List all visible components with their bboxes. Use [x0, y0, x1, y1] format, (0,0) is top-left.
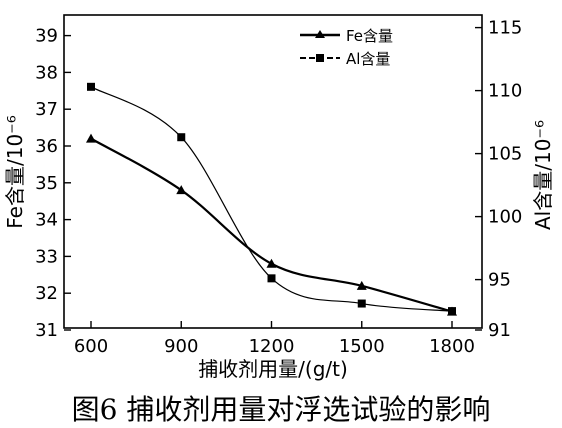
left-tick-label: 39	[35, 26, 58, 47]
x-tick-label: 600	[74, 336, 108, 357]
fe-data-point	[356, 280, 367, 290]
left-tick-label: 31	[35, 320, 58, 341]
al-data-point	[177, 133, 186, 142]
al-series-line	[90, 86, 453, 312]
fe-data-point	[176, 185, 187, 195]
bottom-axis-ticks: 600 900 1200 1500 1800	[74, 321, 475, 357]
al-data-point	[357, 299, 366, 308]
left-axis-title: Fe含量/10⁻⁶	[3, 115, 27, 228]
series-layer	[86, 82, 457, 316]
legend-al-marker	[316, 54, 324, 62]
left-tick-label: 33	[35, 246, 58, 267]
legend-fe-label: Fe含量	[346, 27, 393, 45]
right-tick-label: 115	[488, 18, 522, 39]
left-tick-label: 36	[35, 136, 58, 157]
al-data-point	[87, 82, 95, 91]
right-tick-label: 100	[488, 207, 522, 228]
right-tick-label: 91	[488, 320, 511, 341]
fe-series-line	[90, 137, 453, 313]
x-tick-label: 900	[164, 336, 198, 357]
right-tick-label: 110	[488, 81, 522, 102]
fe-data-point	[266, 258, 277, 268]
right-axis-title: Al含量/10⁻⁶	[531, 120, 555, 230]
left-tick-label: 35	[35, 173, 58, 194]
figure-caption: 图6 捕收剂用量对浮选试验的影响	[72, 393, 491, 426]
x-tick-label: 1500	[339, 336, 385, 357]
x-axis-title: 捕收剂用量/(g/t)	[198, 357, 348, 381]
x-tick-label: 1200	[249, 336, 295, 357]
left-tick-label: 38	[35, 62, 58, 83]
right-axis-ticks: 91 95 100 105 110 115	[475, 18, 522, 341]
al-data-point	[267, 274, 276, 283]
al-data-point	[448, 307, 456, 316]
legend: Fe含量 Al含量	[300, 27, 393, 68]
right-tick-label: 105	[488, 144, 522, 165]
left-axis-ticks: 31 32 33 34 35 36 37 38 39	[35, 26, 71, 341]
right-tick-label: 95	[488, 270, 511, 291]
left-tick-label: 32	[35, 283, 58, 304]
legend-al-label: Al含量	[346, 50, 390, 68]
left-tick-label: 37	[35, 99, 58, 120]
x-tick-label: 1800	[429, 336, 475, 357]
plot-frame	[63, 14, 483, 329]
legend-fe-marker	[315, 30, 325, 38]
left-tick-label: 34	[35, 210, 58, 231]
fe-data-point	[86, 133, 96, 143]
